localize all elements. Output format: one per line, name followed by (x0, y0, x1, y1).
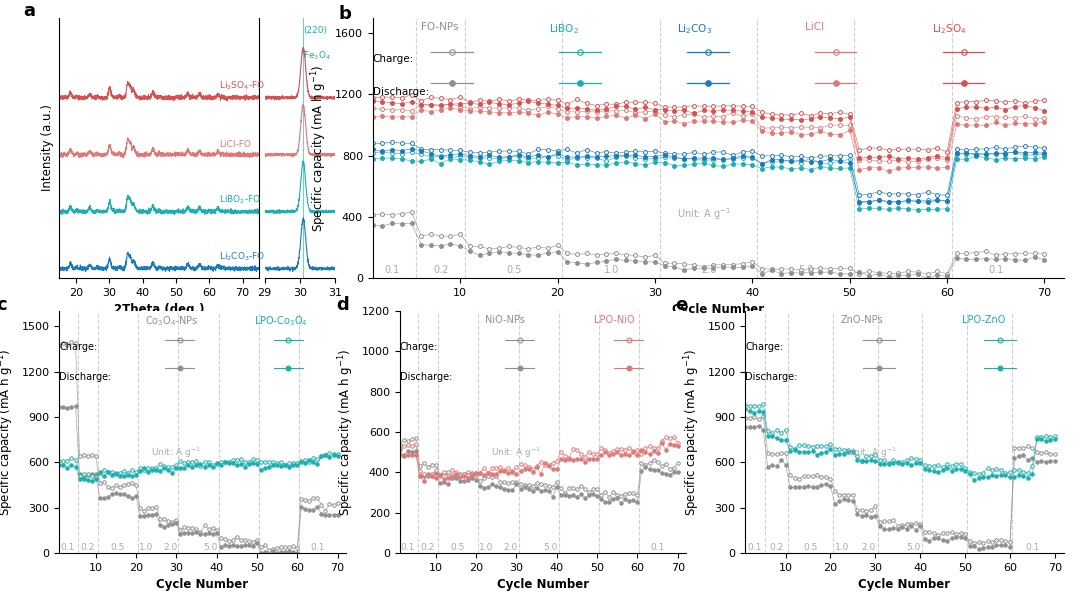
Text: Li$_2$CO$_3$-FO: Li$_2$CO$_3$-FO (219, 251, 266, 263)
Y-axis label: Specific capacity (mA h g$^{-1}$): Specific capacity (mA h g$^{-1}$) (0, 348, 16, 516)
Text: 1.0: 1.0 (480, 542, 494, 551)
Text: Discharge:: Discharge: (373, 87, 429, 97)
Text: Li$_2$SO$_4$-FO: Li$_2$SO$_4$-FO (219, 80, 266, 92)
Text: 0.1: 0.1 (747, 542, 761, 551)
Text: 1.0: 1.0 (835, 542, 849, 551)
Text: 0.1: 0.1 (1025, 542, 1040, 551)
Text: 0.1: 0.1 (384, 266, 400, 276)
Text: 0.2: 0.2 (421, 542, 435, 551)
Text: 5.0: 5.0 (543, 542, 558, 551)
X-axis label: Cycle Number: Cycle Number (672, 303, 765, 316)
Text: Li$_2$CO$_3$: Li$_2$CO$_3$ (677, 22, 712, 36)
Text: 5.0: 5.0 (203, 542, 218, 551)
Text: b: b (338, 5, 351, 23)
Text: FO-NPs: FO-NPs (421, 22, 459, 32)
Text: 0.2: 0.2 (81, 542, 95, 551)
X-axis label: Cycle Number: Cycle Number (157, 578, 248, 591)
Text: 1.0: 1.0 (139, 542, 153, 551)
Text: 0.5: 0.5 (804, 542, 818, 551)
Text: Unit: A g$^{-1}$: Unit: A g$^{-1}$ (151, 446, 201, 460)
Y-axis label: Intensity (a.u.): Intensity (a.u.) (41, 105, 54, 191)
Text: Unit: A g$^{-1}$: Unit: A g$^{-1}$ (847, 446, 897, 460)
Y-axis label: Specific capacity (mA h g$^{-1}$): Specific capacity (mA h g$^{-1}$) (337, 348, 356, 516)
Text: d: d (337, 297, 350, 315)
Text: LiCl-FO: LiCl-FO (219, 140, 252, 149)
Text: 0.2: 0.2 (433, 266, 448, 276)
Text: LiCl: LiCl (805, 22, 824, 32)
Text: 2.0: 2.0 (163, 542, 177, 551)
Text: Discharge:: Discharge: (400, 371, 451, 382)
Y-axis label: Specific capacity (mA h g$^{-1}$): Specific capacity (mA h g$^{-1}$) (310, 64, 329, 232)
Text: 5.0: 5.0 (906, 542, 920, 551)
Text: Li$_2$SO$_4$: Li$_2$SO$_4$ (932, 22, 968, 36)
Text: LiBO$_2$: LiBO$_2$ (549, 22, 579, 36)
Text: Unit: A g$^{-1}$: Unit: A g$^{-1}$ (677, 206, 730, 222)
Text: ZnO-NPs: ZnO-NPs (840, 315, 883, 325)
Y-axis label: Specific capacity (mA h g$^{-1}$): Specific capacity (mA h g$^{-1}$) (683, 348, 702, 516)
Text: Charge:: Charge: (400, 343, 437, 352)
Text: LiBO$_2$-FO: LiBO$_2$-FO (219, 193, 261, 206)
Text: Charge:: Charge: (373, 54, 414, 65)
Text: 2.0: 2.0 (701, 266, 716, 276)
Text: 0.5: 0.5 (110, 542, 125, 551)
Text: c: c (0, 297, 8, 315)
Text: 5.0: 5.0 (798, 266, 813, 276)
Text: a: a (24, 2, 36, 20)
Text: e: e (675, 297, 687, 315)
Text: LPO-NiO: LPO-NiO (594, 315, 635, 325)
Text: 0.1: 0.1 (401, 542, 415, 551)
X-axis label: Cycle Number: Cycle Number (497, 578, 589, 591)
Text: 0.1: 0.1 (988, 266, 1003, 276)
X-axis label: 2Theta (deg.): 2Theta (deg.) (114, 303, 204, 316)
Text: 0.1: 0.1 (650, 542, 665, 551)
Text: LPO-ZnO: LPO-ZnO (962, 315, 1005, 325)
Text: 0.1: 0.1 (60, 542, 75, 551)
Text: Unit: A g$^{-1}$: Unit: A g$^{-1}$ (491, 446, 541, 460)
Text: Discharge:: Discharge: (745, 371, 797, 382)
Text: Co$_3$O$_4$-NPs: Co$_3$O$_4$-NPs (146, 315, 199, 328)
Text: 0.5: 0.5 (507, 266, 522, 276)
Text: 0.5: 0.5 (450, 542, 465, 551)
Text: 0.1: 0.1 (310, 542, 325, 551)
Text: LPO-Co$_3$O$_4$: LPO-Co$_3$O$_4$ (254, 315, 308, 328)
Text: 2.0: 2.0 (503, 542, 517, 551)
Text: Charge:: Charge: (745, 343, 783, 352)
Text: 1.0: 1.0 (604, 266, 619, 276)
Text: Fe$_3$O$_4$: Fe$_3$O$_4$ (303, 49, 332, 62)
Text: Discharge:: Discharge: (59, 371, 111, 382)
Text: NiO-NPs: NiO-NPs (486, 315, 525, 325)
Text: 2.0: 2.0 (862, 542, 876, 551)
Text: (220): (220) (303, 26, 327, 35)
Text: 0.2: 0.2 (769, 542, 784, 551)
X-axis label: Cycle Number: Cycle Number (859, 578, 950, 591)
Text: Charge:: Charge: (59, 343, 97, 352)
